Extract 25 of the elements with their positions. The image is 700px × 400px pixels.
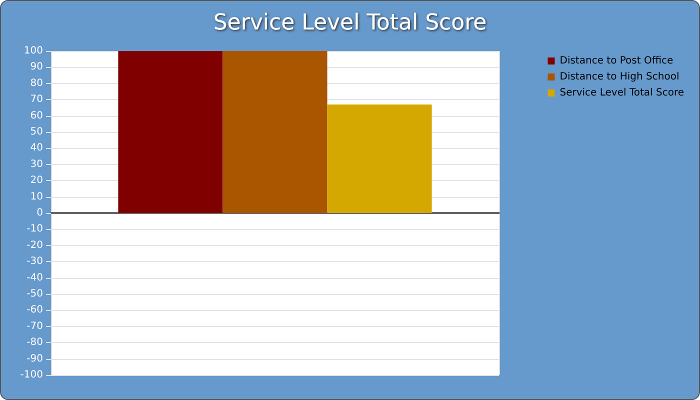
chart-title: Service Level Total Score xyxy=(213,10,487,36)
legend-label: Service Level Total Score xyxy=(560,88,684,98)
y-tick-label: 40 xyxy=(30,142,43,154)
y-tick-label: -30 xyxy=(26,256,43,268)
legend-label: Distance to Post Office xyxy=(560,56,674,66)
y-tick-label: 20 xyxy=(30,175,43,186)
y-tick-label: -100 xyxy=(20,370,43,380)
y-tick-label: 80 xyxy=(30,78,43,89)
y-tick-label: -10 xyxy=(26,224,43,235)
y-tick-label: 50 xyxy=(30,126,43,138)
y-tick-label: 60 xyxy=(30,110,43,122)
y-tick-label: -50 xyxy=(26,288,43,300)
y-tick-label: 100 xyxy=(24,46,43,56)
y-tick-label: -20 xyxy=(26,240,43,251)
y-tick-label: -70 xyxy=(26,320,43,332)
y-tick-label: 90 xyxy=(30,62,43,73)
y-tick-label: 70 xyxy=(30,94,43,106)
legend-label: Distance to High School xyxy=(560,72,680,82)
y-tick-label: -90 xyxy=(26,353,43,364)
y-tick-label: 30 xyxy=(30,158,43,170)
y-tick-label: -60 xyxy=(26,304,43,316)
y-tick-label: 10 xyxy=(30,191,43,202)
y-tick-label: -80 xyxy=(26,337,43,348)
y-tick-label: 0 xyxy=(36,208,43,218)
y-tick-label: -40 xyxy=(26,272,43,284)
